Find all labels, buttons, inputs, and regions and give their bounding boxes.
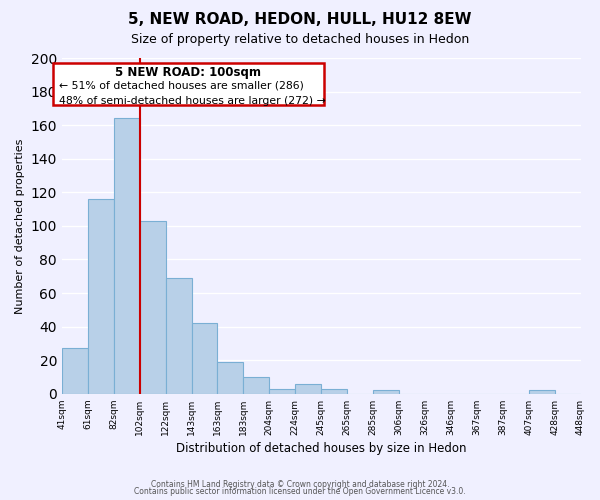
Bar — [244, 377, 269, 394]
Text: Contains public sector information licensed under the Open Government Licence v3: Contains public sector information licen… — [134, 487, 466, 496]
Bar — [191, 324, 217, 394]
Bar — [114, 118, 140, 394]
Bar — [217, 362, 244, 394]
Bar — [140, 221, 166, 394]
Text: 5 NEW ROAD: 100sqm: 5 NEW ROAD: 100sqm — [115, 66, 262, 78]
Bar — [62, 348, 88, 394]
Bar — [373, 390, 399, 394]
Y-axis label: Number of detached properties: Number of detached properties — [15, 138, 25, 314]
Bar — [166, 278, 191, 394]
Bar — [529, 390, 554, 394]
X-axis label: Distribution of detached houses by size in Hedon: Distribution of detached houses by size … — [176, 442, 466, 455]
Bar — [295, 384, 321, 394]
Bar — [321, 389, 347, 394]
Text: ← 51% of detached houses are smaller (286): ← 51% of detached houses are smaller (28… — [59, 80, 304, 90]
Bar — [269, 389, 295, 394]
Text: 5, NEW ROAD, HEDON, HULL, HU12 8EW: 5, NEW ROAD, HEDON, HULL, HU12 8EW — [128, 12, 472, 28]
Bar — [88, 199, 114, 394]
Text: Contains HM Land Registry data © Crown copyright and database right 2024.: Contains HM Land Registry data © Crown c… — [151, 480, 449, 489]
FancyBboxPatch shape — [53, 63, 324, 105]
Text: Size of property relative to detached houses in Hedon: Size of property relative to detached ho… — [131, 32, 469, 46]
Text: 48% of semi-detached houses are larger (272) →: 48% of semi-detached houses are larger (… — [59, 96, 326, 106]
